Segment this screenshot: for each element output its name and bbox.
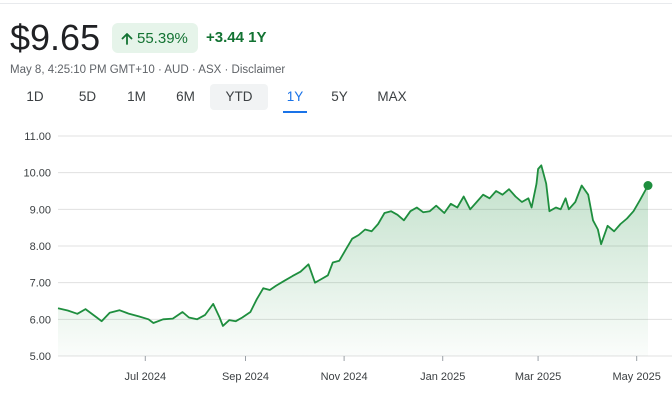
- absolute-change-value: +3.44: [206, 29, 244, 46]
- absolute-change: +3.44 1Y: [206, 29, 267, 46]
- tab-5y[interactable]: 5Y: [331, 89, 348, 104]
- tab-max[interactable]: MAX: [377, 89, 407, 104]
- current-price: $9.65: [10, 17, 101, 58]
- x-tick-label: May 2025: [613, 371, 661, 383]
- percent-change-badge: 55.39%: [112, 23, 198, 53]
- tab-1m[interactable]: 1M: [127, 89, 146, 104]
- percent-change-value: 55.39%: [137, 29, 188, 47]
- x-tick-label: Jul 2024: [124, 371, 166, 383]
- range-tabs: 1D 5D 1M 6M YTD 1Y 5Y MAX: [16, 84, 421, 110]
- current-price-dot: [643, 181, 653, 190]
- y-tick-label: 9.00: [30, 204, 51, 216]
- y-tick-label: 11.00: [24, 131, 51, 143]
- tab-1d[interactable]: 1D: [26, 89, 44, 104]
- tab-5d[interactable]: 5D: [78, 89, 97, 104]
- arrow-up-icon: [121, 32, 133, 45]
- meta-separator: ·: [157, 64, 162, 76]
- tab-ytd[interactable]: YTD: [210, 84, 268, 110]
- y-tick-label: 10.00: [23, 168, 51, 180]
- x-tick-label: Sep 2024: [222, 371, 269, 383]
- y-tick-label: 6.00: [30, 314, 51, 326]
- timestamp: May 8, 4:25:10 PM GMT+10: [10, 64, 155, 76]
- currency: AUD: [164, 64, 189, 76]
- disclaimer-link[interactable]: Disclaimer: [231, 64, 286, 76]
- y-tick-label: 7.00: [30, 278, 51, 290]
- change-period: 1Y: [248, 29, 267, 46]
- quote-meta: May 8, 4:25:10 PM GMT+10 · AUD · ASX · D…: [10, 64, 285, 76]
- x-tick-label: Nov 2024: [321, 371, 368, 383]
- exchange: ASX: [198, 64, 222, 76]
- top-divider: [0, 3, 672, 4]
- y-tick-label: 8.00: [30, 241, 51, 253]
- price-line: [57, 164, 649, 327]
- tab-1y[interactable]: 1Y: [274, 84, 316, 110]
- x-tick-label: Jan 2025: [420, 371, 465, 383]
- price-area-fill: [58, 165, 648, 356]
- tab-6m[interactable]: 6M: [176, 89, 195, 104]
- y-tick-label: 5.00: [30, 351, 51, 363]
- meta-separator: ·: [224, 64, 229, 76]
- x-tick-label: Mar 2025: [515, 371, 561, 383]
- meta-separator: ·: [191, 64, 196, 76]
